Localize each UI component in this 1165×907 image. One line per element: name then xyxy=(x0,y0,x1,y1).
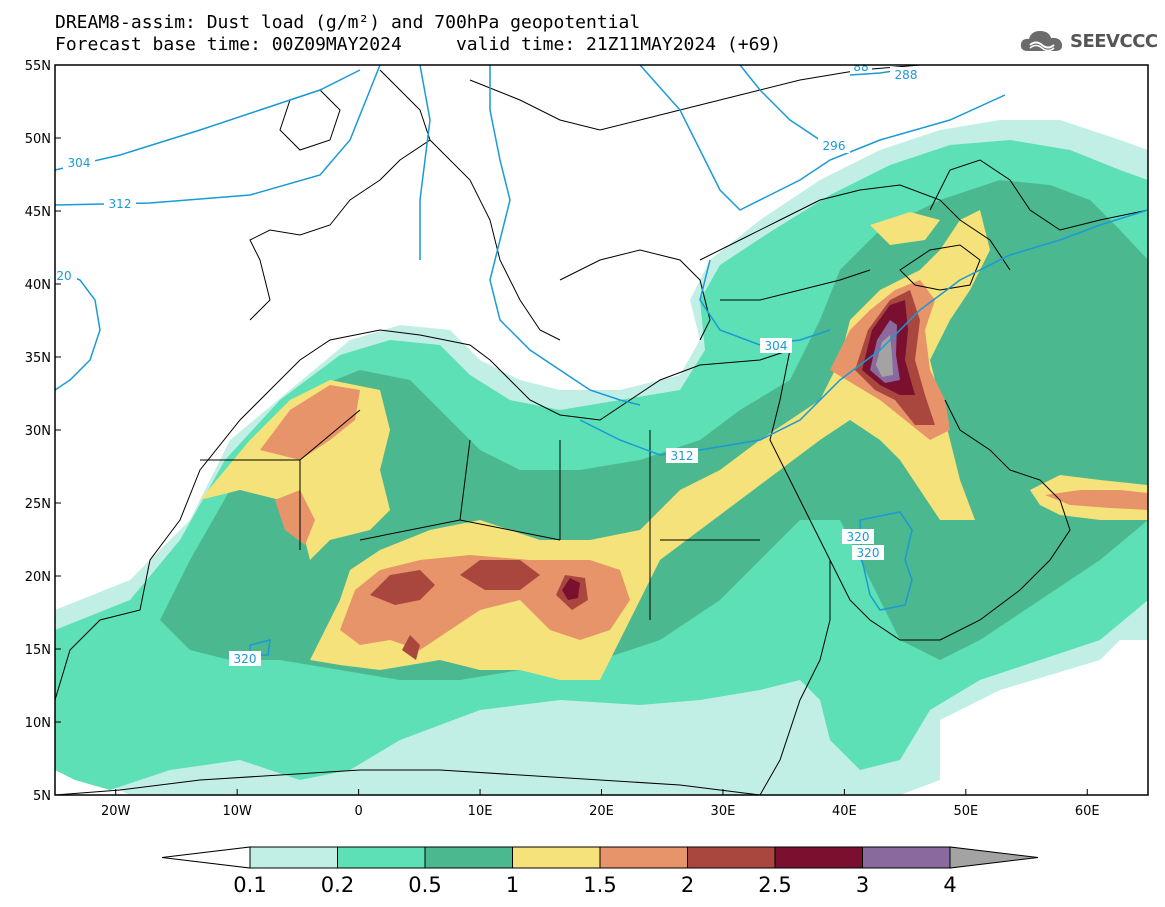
colorbar-box xyxy=(424,846,513,869)
lat-label: 5N xyxy=(33,789,51,804)
lat-label: 50N xyxy=(25,132,51,147)
colorbar-box xyxy=(687,846,776,869)
colorbar-box xyxy=(512,846,601,869)
contour-label: 320 xyxy=(842,529,874,544)
contour-label: 304 xyxy=(63,155,95,170)
colorbar-box xyxy=(337,846,426,869)
svg-text:320: 320 xyxy=(857,546,880,560)
geopotential-contours xyxy=(55,65,1148,656)
contour-label: 312 xyxy=(104,196,136,211)
lat-label: 45N xyxy=(25,205,51,220)
dust-field-1.5 xyxy=(260,385,360,460)
seevccc-logo: SEEVCCC xyxy=(1018,26,1158,56)
svg-text:304: 304 xyxy=(68,156,91,170)
contour-label: 320 xyxy=(852,545,884,560)
lon-label: 10W xyxy=(222,804,252,819)
colorbar-over-arrow xyxy=(949,846,1039,869)
colorbar-boxes xyxy=(161,846,1039,869)
dust-field-1d xyxy=(870,212,940,245)
cloud-icon xyxy=(1020,31,1063,52)
lon-label: 0 xyxy=(354,804,362,819)
svg-text:320: 320 xyxy=(234,652,257,666)
coastlines xyxy=(55,65,1148,795)
lat-label: 35N xyxy=(25,351,51,366)
lat-label: 10N xyxy=(25,716,51,731)
map-title-line2: Forecast base time: 00Z09MAY2024 valid t… xyxy=(55,34,782,55)
lon-label: 20W xyxy=(101,804,131,819)
map-title-line1: DREAM8-assim: Dust load (g/m²) and 700hP… xyxy=(55,12,641,33)
svg-text:320: 320 xyxy=(847,530,870,544)
colorbar-labels: 0.1 0.2 0.5 1 1.5 2 2.5 3 4 xyxy=(233,873,956,897)
colorbar-label: 0.1 xyxy=(233,873,266,897)
dust-field-2b xyxy=(460,560,540,590)
dust-field-2 xyxy=(370,570,435,605)
lat-label: 20N xyxy=(25,570,51,585)
colorbar-box xyxy=(599,846,688,869)
contour-label: 312 xyxy=(666,448,698,463)
contour-label: 296 xyxy=(818,138,850,153)
colorbar-box xyxy=(774,846,863,869)
lon-label: 50E xyxy=(953,804,978,819)
contour-label: 320 xyxy=(229,651,261,666)
svg-text:312: 312 xyxy=(671,449,694,463)
contour-label: 88 xyxy=(850,60,872,74)
dust-field-2e xyxy=(402,635,420,660)
svg-text:312: 312 xyxy=(109,197,132,211)
colorbar-label: 3 xyxy=(856,873,869,897)
logo-text: SEEVCCC xyxy=(1070,30,1158,52)
svg-text:20: 20 xyxy=(56,269,71,283)
svg-text:296: 296 xyxy=(823,139,846,153)
colorbar-label: 0.2 xyxy=(321,873,354,897)
dust-field-4 xyxy=(876,335,893,377)
colorbar-under-arrow xyxy=(161,846,251,869)
latitude-axis: 55N 50N 45N 40N 35N 30N 25N 20N 15N 10N 5N xyxy=(25,59,61,804)
lon-label: 10E xyxy=(468,804,493,819)
colorbar-box xyxy=(862,846,951,869)
lon-label: 60E xyxy=(1075,804,1100,819)
contour-label: 304 xyxy=(760,338,792,353)
lat-label: 25N xyxy=(25,497,51,512)
lon-label: 20E xyxy=(589,804,614,819)
svg-text:288: 288 xyxy=(895,68,918,82)
lat-label: 55N xyxy=(25,59,51,74)
colorbar-box xyxy=(249,846,338,869)
dust-field-1.5b xyxy=(275,490,315,545)
lat-label: 15N xyxy=(25,643,51,658)
lat-label: 40N xyxy=(25,278,51,293)
dust-field-1.5e xyxy=(1045,490,1148,510)
dust-field-2.5b xyxy=(562,578,580,600)
lon-label: 30E xyxy=(711,804,736,819)
svg-text:88: 88 xyxy=(853,60,868,74)
contour-label: 288 xyxy=(890,67,922,82)
contour-label: 20 xyxy=(55,268,77,283)
svg-text:304: 304 xyxy=(765,339,788,353)
colorbar-label: 2.5 xyxy=(758,873,791,897)
contour-label-group: 304 312 20 288 296 304 312 320 320 320 8… xyxy=(55,60,922,666)
colorbar-label: 1 xyxy=(506,873,519,897)
colorbar-label: 1.5 xyxy=(583,873,616,897)
colorbar-label: 0.5 xyxy=(408,873,441,897)
colorbar-label: 2 xyxy=(681,873,694,897)
lon-label: 40E xyxy=(832,804,857,819)
map-area: 304 312 20 288 296 304 312 320 320 320 8… xyxy=(55,60,1148,795)
longitude-axis: 20W 10W 0 10E 20E 30E 40E 50E 60E xyxy=(101,789,1100,819)
lat-label: 30N xyxy=(25,424,51,439)
colorbar-label: 4 xyxy=(943,873,956,897)
